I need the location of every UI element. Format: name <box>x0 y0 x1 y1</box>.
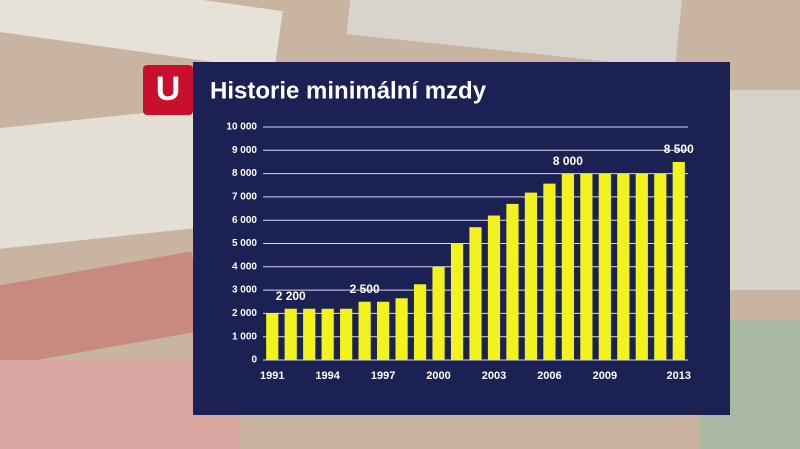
bar <box>266 313 279 360</box>
panel <box>193 62 730 415</box>
bar <box>432 266 445 360</box>
bar <box>635 173 648 360</box>
banknote <box>720 90 800 290</box>
y-tick-label: 10 000 <box>226 122 257 133</box>
banknote <box>0 0 283 71</box>
bar <box>450 243 464 360</box>
bar <box>506 203 519 360</box>
banknote <box>0 251 206 369</box>
y-tick-label: 8 000 <box>232 168 257 179</box>
logo-text: U <box>156 70 181 108</box>
bar <box>413 284 427 360</box>
banknote <box>346 0 683 69</box>
bar <box>617 173 630 360</box>
bar <box>561 173 574 360</box>
x-tick-label: 2013 <box>667 370 691 382</box>
y-tick-label: 9 000 <box>232 145 257 156</box>
x-tick-label: 2006 <box>537 370 561 382</box>
y-tick-label: 1 000 <box>232 331 257 342</box>
bar <box>469 227 482 360</box>
bar <box>321 308 334 360</box>
y-tick-label: 3 000 <box>232 285 257 296</box>
bar <box>672 161 685 360</box>
bar <box>654 173 667 360</box>
x-tick-label: 2009 <box>593 370 617 382</box>
bar <box>524 192 538 360</box>
bar <box>598 173 611 360</box>
y-tick-label: 4 000 <box>232 261 257 272</box>
bar <box>377 301 390 360</box>
chart-title: Historie minimální mzdy <box>210 77 487 104</box>
logo <box>143 65 193 115</box>
y-tick-label: 7 000 <box>232 192 257 203</box>
x-tick-label: 1994 <box>315 370 340 382</box>
bar <box>395 298 408 360</box>
y-tick-label: 0 <box>251 355 257 366</box>
value-label: 2 200 <box>276 289 306 303</box>
y-tick-label: 5 000 <box>232 238 257 249</box>
bar <box>358 301 371 360</box>
bar <box>303 308 316 360</box>
value-label: 2 500 <box>350 282 380 296</box>
bar <box>580 173 593 360</box>
y-tick-label: 6 000 <box>232 215 257 226</box>
x-tick-label: 2003 <box>482 370 506 382</box>
banknote <box>0 107 206 252</box>
x-tick-label: 2000 <box>426 370 450 382</box>
bar <box>284 308 297 360</box>
x-tick-label: 1997 <box>371 370 395 382</box>
value-label: 8 000 <box>553 154 583 168</box>
value-label: 8 500 <box>664 142 694 156</box>
x-tick-label: 1991 <box>260 370 284 382</box>
bar <box>543 183 556 360</box>
bar <box>487 215 501 360</box>
y-tick-label: 2 000 <box>232 308 257 319</box>
bar <box>340 308 353 360</box>
